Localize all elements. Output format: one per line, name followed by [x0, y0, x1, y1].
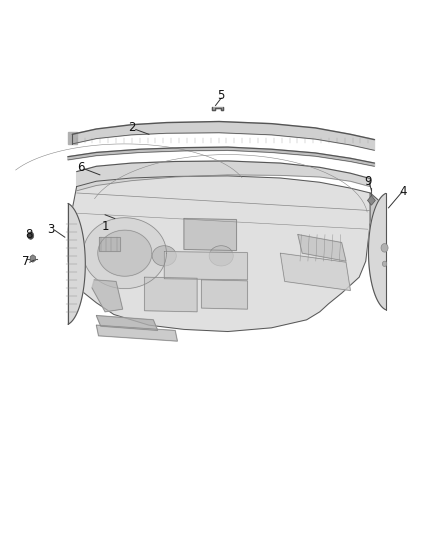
Text: 7: 7 [21, 255, 29, 268]
Text: 8: 8 [25, 228, 32, 241]
Polygon shape [68, 176, 370, 332]
Text: 2: 2 [127, 122, 135, 134]
Text: 9: 9 [364, 175, 372, 188]
Circle shape [381, 244, 388, 252]
Polygon shape [99, 237, 120, 251]
Polygon shape [98, 230, 152, 276]
Polygon shape [201, 280, 247, 309]
Polygon shape [298, 235, 346, 261]
Text: 1: 1 [101, 220, 109, 233]
Polygon shape [280, 253, 350, 290]
Ellipse shape [209, 246, 233, 266]
Polygon shape [164, 252, 247, 280]
Circle shape [28, 232, 34, 239]
Polygon shape [145, 277, 197, 312]
Polygon shape [68, 147, 374, 166]
Polygon shape [72, 122, 374, 150]
Polygon shape [77, 161, 370, 191]
Polygon shape [68, 132, 77, 144]
Polygon shape [96, 316, 158, 330]
Polygon shape [83, 218, 166, 288]
Polygon shape [92, 280, 123, 312]
Polygon shape [184, 219, 237, 251]
Text: 5: 5 [218, 90, 225, 102]
Polygon shape [96, 325, 177, 341]
Text: 6: 6 [77, 161, 85, 174]
Polygon shape [212, 107, 223, 110]
Text: 3: 3 [47, 223, 54, 236]
Polygon shape [368, 193, 386, 310]
Polygon shape [68, 204, 85, 324]
Circle shape [382, 261, 387, 266]
Text: 4: 4 [399, 185, 407, 198]
Ellipse shape [152, 246, 176, 266]
Polygon shape [370, 193, 385, 293]
